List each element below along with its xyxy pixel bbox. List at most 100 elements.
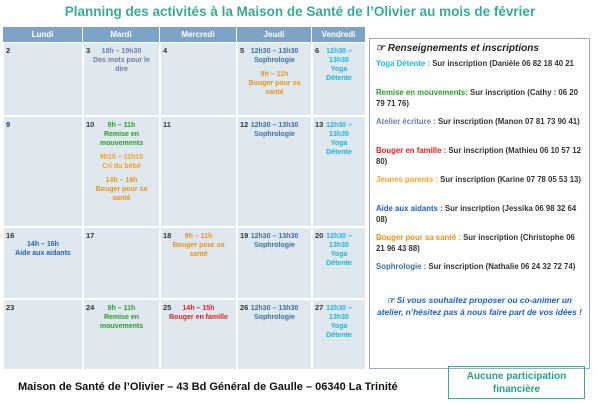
entry-text: Sur inscription (Christophe 06 21 96 43 … [376, 233, 575, 253]
date: 11 [163, 120, 171, 129]
event-time: 14h – 16h [105, 177, 138, 184]
day-cell: 20 12h30 – 13h30 Yoga Détente [312, 227, 366, 299]
event: 12h30 – 13h30 Sophrologie [243, 232, 306, 250]
event: 12h30 – 13h30 Yoga Détente [318, 47, 360, 83]
event-time: 12h30 – 13h30 [250, 233, 299, 240]
event: 12h30 – 13h30 Sophrologie [243, 121, 306, 139]
date: 6 [315, 46, 320, 55]
event: 12h30 – 13h30 Sophrologie [243, 47, 306, 65]
event-time: 9h – 11h [107, 305, 136, 312]
event-time: 9h – 11h [107, 122, 136, 129]
event-name: Cri du bébé [102, 163, 141, 170]
entry: Sophrologie : Sur inscription (Nathalie … [376, 261, 583, 290]
day-header: Mercredi [160, 27, 237, 42]
day-cell: 23 [3, 299, 83, 370]
event-name: Sophrologie [254, 131, 295, 138]
calendar: Lundi Mardi Mercredi Jeudi Vendredi 2 3 18h – 1… [3, 27, 366, 370]
event: 12h30 – 13h30 Yoga Détente [318, 232, 360, 268]
date: 2 [6, 46, 11, 55]
entry-label: Atelier écriture : [376, 117, 436, 126]
day-cell: 5 12h30 – 13h30 Sophrologie 9h – 11h Bouger … [237, 42, 312, 116]
event: 9h15 – 11h15 Cri du bébé [89, 153, 154, 171]
day-cell: 3 18h – 19h30 Des mots pour le dire [83, 42, 160, 116]
event-name: Remise en mouvements [99, 314, 144, 330]
entry: Yoga Détente : Sur inscription (Danièle … [376, 58, 583, 87]
date: 4 [163, 46, 168, 55]
event-name: Bouger en famille [169, 314, 228, 321]
entry-text: Sur inscription (Nathalie 06 24 32 72 74… [428, 262, 576, 271]
date: 17 [86, 231, 95, 240]
event-name: Yoga Détente [326, 323, 352, 339]
event-time: 12h30 – 13h30 [250, 48, 299, 55]
event: 9h – 11h Remise en mouvements [89, 304, 154, 331]
event-time: 12h30 – 13h30 [250, 305, 299, 312]
day-cell: 2 [3, 42, 83, 116]
day-header: Mardi [83, 27, 160, 42]
day-cell: 16 14h – 16h Aide aux aidants [3, 227, 83, 299]
entry-text: Sur inscription (Manon 07 81 73 90 41) [437, 117, 580, 126]
entries: Yoga Détente : Sur inscription (Danièle … [376, 58, 583, 290]
date: 3 [86, 46, 91, 55]
day-cell: 4 [160, 42, 237, 116]
date: 5 [240, 46, 245, 55]
day-cell: 18 9h – 11h Bouger pour sa santé [160, 227, 237, 299]
event-name: Aide aux aidants [15, 250, 71, 257]
event-name: Bouger pour sa santé [172, 242, 225, 258]
event-time: 12h30 – 13h30 [326, 233, 352, 249]
event-time: 12h30 – 13h30 [326, 305, 352, 321]
day-cell: 11 [160, 116, 237, 227]
day-header: Vendredi [312, 27, 366, 42]
entry-text: Sur inscription (Mathieu 06 10 57 12 80) [376, 146, 581, 166]
event: 9h – 11h Remise en mouvements [89, 121, 154, 148]
date: 13 [315, 120, 324, 129]
entry-text: Sur inscription (Danièle 06 82 18 40 21 [432, 59, 574, 68]
entry: Jeunes parents : Sur inscription (Karine… [376, 174, 583, 203]
entry-text: Sur inscription (Cathy : 06 20 79 71 76) [376, 88, 578, 108]
event: 9h – 11h Bouger pour sa santé [243, 70, 306, 97]
event-name: Yoga Détente [326, 140, 352, 156]
date: 10 [86, 120, 95, 129]
day-cell: 13 12h30 – 13h30 Yoga Détente [312, 116, 366, 227]
date: 26 [240, 303, 249, 312]
event: 12h30 – 13h30 Sophrologie [243, 304, 306, 322]
date: 18 [163, 231, 172, 240]
date: 16 [6, 231, 15, 240]
event-time: 18h – 19h30 [101, 48, 142, 55]
entry: Remise en mouvements: Sur inscription (C… [376, 87, 583, 116]
event-name: Des mots pour le dire [93, 57, 150, 73]
event-time: 14h – 15h [182, 305, 215, 312]
event-time: 12h30 – 13h30 [326, 48, 352, 64]
event-time: 9h15 – 11h15 [99, 154, 144, 161]
day-cell: 24 9h – 11h Remise en mouvements [83, 299, 160, 370]
event: 14h – 16h Bouger pour sa santé [89, 176, 154, 203]
info-panel: ☞ Renseignements et inscriptions Yoga Dé… [369, 38, 590, 369]
event: 12h30 – 13h30 Yoga Détente [318, 121, 360, 157]
date: 27 [315, 303, 324, 312]
note: ☞ Si vous souhaitez proposer ou co-anime… [377, 295, 582, 317]
entry-label: Remise en mouvements: [376, 88, 468, 97]
event-time: 9h – 11h [184, 233, 213, 240]
day-cell: 10 9h – 11h Remise en mouvements 9h15 – 11h… [83, 116, 160, 227]
date: 24 [86, 303, 95, 312]
event: 18h – 19h30 Des mots pour le dire [89, 47, 154, 74]
day-cell: 27 12h30 – 13h30 Yoga Détente [312, 299, 366, 370]
event-name: Yoga Détente [326, 251, 352, 267]
event-time: 12h30 – 13h30 [326, 122, 352, 138]
day-cell: 6 12h30 – 13h30 Yoga Détente [312, 42, 366, 116]
date: 19 [240, 231, 249, 240]
day-cell: 17 [83, 227, 160, 299]
event-time: 9h – 11h [260, 71, 289, 78]
event: 9h – 11h Bouger pour sa santé [166, 232, 231, 259]
event: 14h – 16h Aide aux aidants [9, 240, 77, 258]
entry-text: Sur inscription (Jessika 06 98 32 64 08) [376, 204, 577, 224]
event-time: 14h – 16h [27, 241, 59, 248]
day-cell: 9 [3, 116, 83, 227]
event-name: Bouger pour sa santé [95, 186, 148, 202]
entry-label: Bouger pour sa santé : [376, 233, 461, 242]
date: 9 [6, 120, 11, 129]
entry: Bouger pour sa santé : Sur inscription (… [376, 232, 583, 261]
day-header: Jeudi [237, 27, 312, 42]
date: 23 [6, 303, 15, 312]
badge: Aucune participation financière [448, 366, 585, 399]
